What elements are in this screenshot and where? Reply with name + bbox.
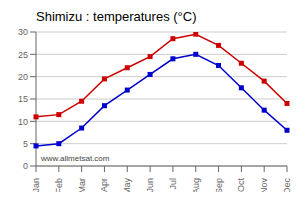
- svg-text:5: 5: [23, 139, 28, 149]
- svg-text:30: 30: [18, 27, 28, 37]
- svg-text:www.allmetsat.com: www.allmetsat.com: [40, 154, 110, 163]
- svg-text:20: 20: [18, 72, 28, 82]
- svg-text:Jul: Jul: [168, 178, 178, 190]
- svg-text:Nov: Nov: [259, 178, 269, 192]
- svg-text:Jun: Jun: [145, 178, 155, 192]
- svg-text:Sep: Sep: [214, 178, 224, 192]
- svg-text:15: 15: [18, 94, 28, 104]
- svg-text:Feb: Feb: [54, 178, 64, 192]
- svg-text:Aug: Aug: [191, 178, 201, 192]
- svg-text:Jan: Jan: [31, 178, 41, 192]
- svg-text:10: 10: [18, 117, 28, 127]
- svg-text:0: 0: [23, 161, 28, 171]
- svg-text:Mar: Mar: [77, 178, 87, 192]
- html-text:Shimizu : temperatures (°C): Shimizu : temperatures (°C): [36, 9, 197, 24]
- svg-text:Apr: Apr: [99, 178, 109, 192]
- svg-text:25: 25: [18, 50, 28, 60]
- svg-text:May: May: [122, 178, 132, 192]
- svg-text:Dec: Dec: [282, 178, 292, 192]
- svg-text:Oct: Oct: [236, 178, 246, 192]
